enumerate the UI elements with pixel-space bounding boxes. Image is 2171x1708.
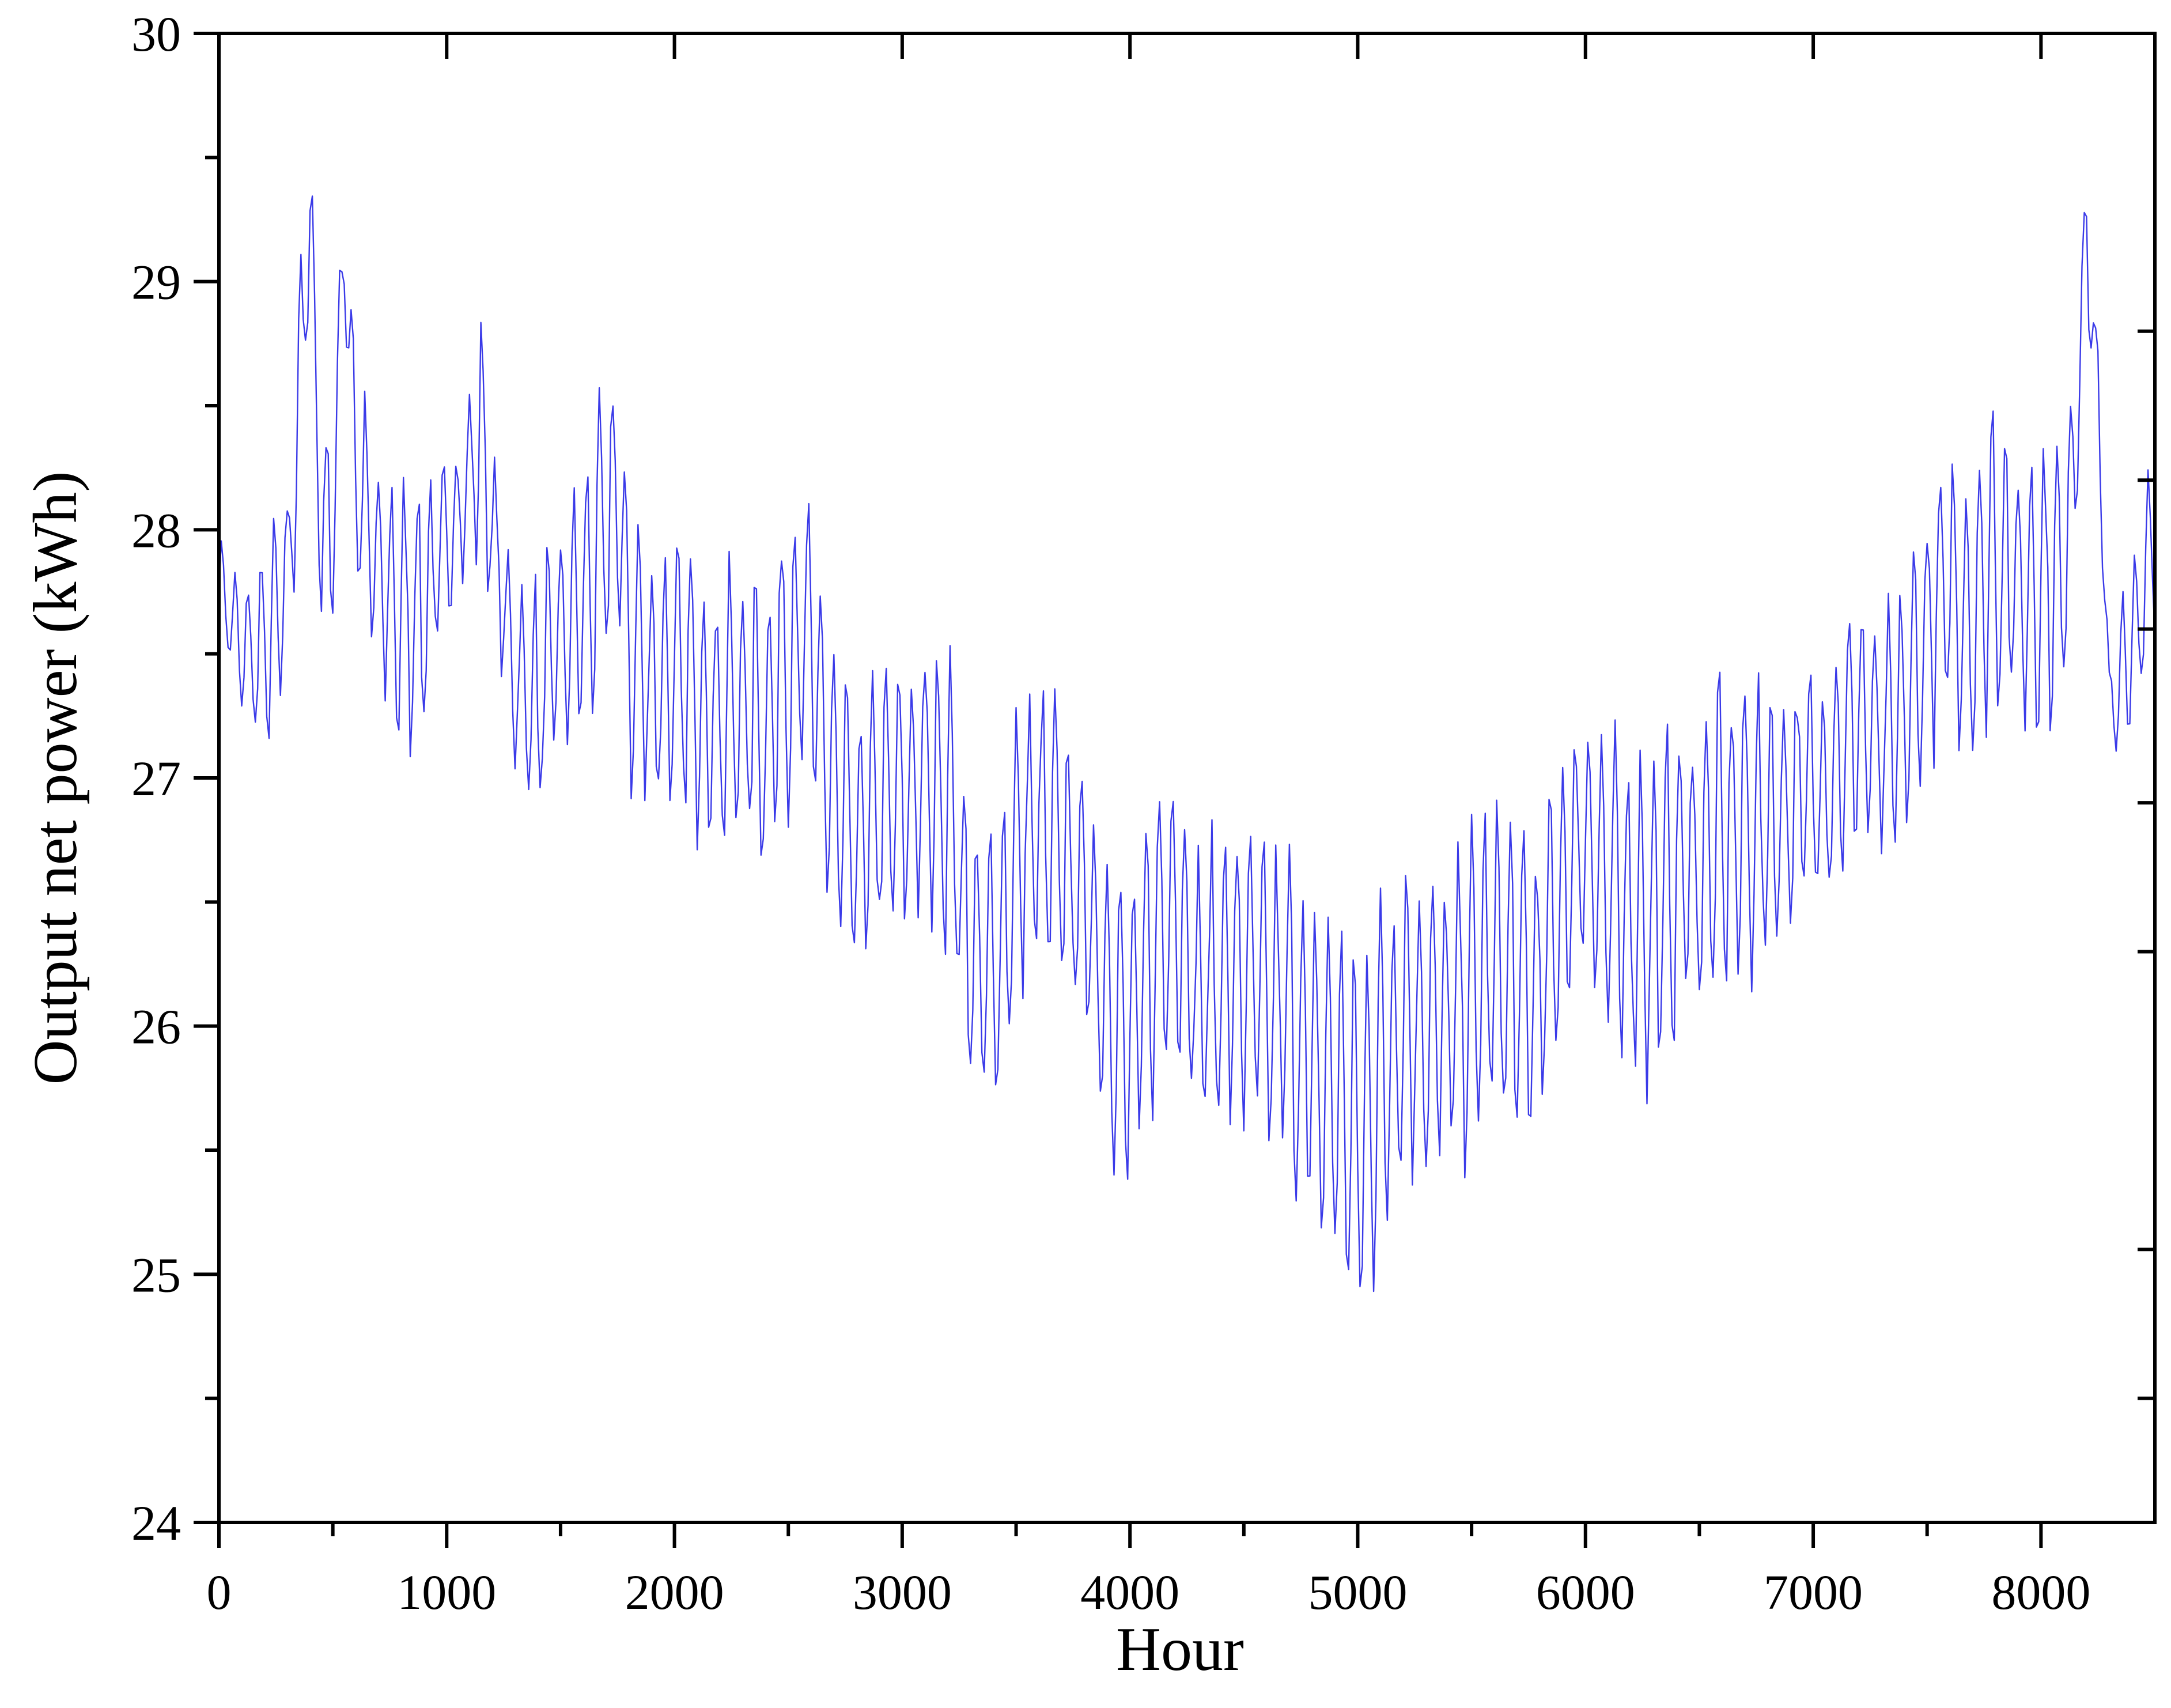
y-tick-label: 25 [131, 1247, 181, 1302]
y-tick-label: 27 [131, 751, 181, 806]
y-tick-label: 30 [131, 6, 181, 62]
y-tick-label: 28 [131, 502, 181, 558]
y-tick-label: 24 [131, 1495, 181, 1551]
x-axis-title: Hour [1116, 1615, 1244, 1684]
plot-frame [217, 32, 2157, 1524]
plot-area [218, 195, 2156, 1293]
y-tick-label: 26 [131, 999, 181, 1055]
series-line-output-net-power [218, 195, 2156, 1293]
x-tick-label: 2000 [625, 1565, 724, 1620]
axis-ticks [194, 32, 2155, 1548]
tick-labels: 0 1000 2000 3000 4000 5000 6000 7000 8000 24 25 26 2… [131, 6, 2090, 1620]
x-tick-label: 4000 [1080, 1565, 1179, 1620]
x-tick-label: 5000 [1308, 1565, 1407, 1620]
x-tick-label: 8000 [1991, 1565, 2090, 1620]
x-tick-label: 7000 [1764, 1565, 1863, 1620]
x-tick-label: 6000 [1536, 1565, 1635, 1620]
x-tick-label: 1000 [397, 1565, 496, 1620]
x-tick-label: 3000 [853, 1565, 952, 1620]
y-tick-label: 29 [131, 255, 181, 310]
x-tick-label: 0 [207, 1565, 232, 1620]
y-axis-title: Output net power (kWh) [21, 471, 90, 1085]
